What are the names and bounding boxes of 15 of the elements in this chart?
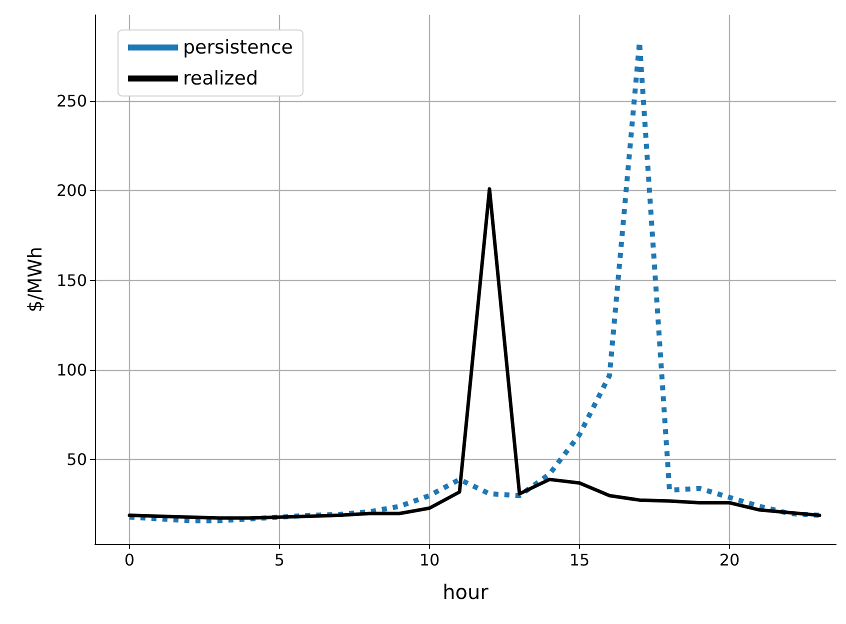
legend-label: persistence bbox=[183, 36, 293, 58]
line-series bbox=[128, 187, 822, 520]
x-tick-label: 0 bbox=[124, 550, 135, 570]
y-tick-label: 250 bbox=[56, 92, 87, 111]
y-axis-title: $/MWh bbox=[24, 246, 46, 312]
x-tick-label: 15 bbox=[569, 550, 590, 570]
x-axis-title: hour bbox=[442, 580, 490, 604]
legend-label: realized bbox=[183, 68, 258, 90]
x-tick-label: 20 bbox=[719, 550, 740, 570]
y-tick-label: 200 bbox=[56, 181, 87, 200]
y-tick-label: 50 bbox=[66, 450, 87, 470]
x-tick-label: 10 bbox=[419, 550, 440, 570]
y-tick-label: 100 bbox=[56, 360, 87, 380]
x-tick-label: 5 bbox=[274, 550, 285, 570]
y-tick-label: 150 bbox=[56, 270, 87, 290]
